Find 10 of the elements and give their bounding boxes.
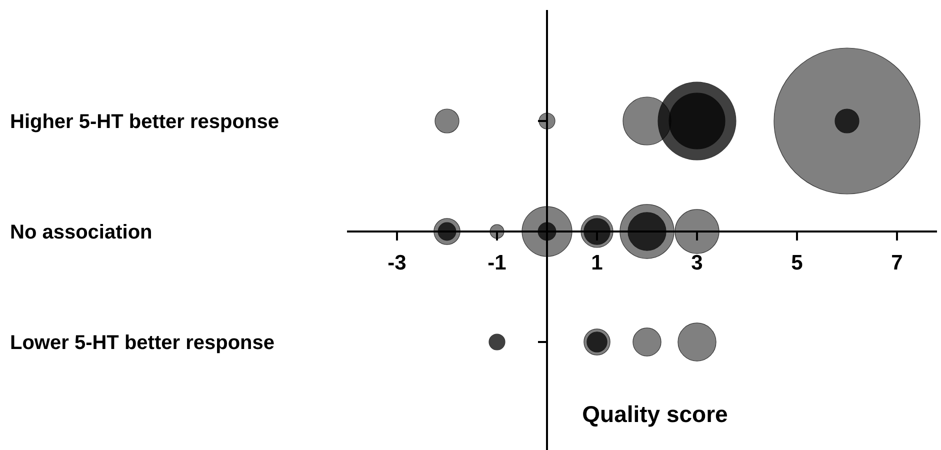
y-tick-label: No association xyxy=(10,222,152,244)
x-tick-label: 1 xyxy=(591,252,604,274)
x-tick-label: -1 xyxy=(488,252,507,274)
y-tick-label: Lower 5-HT better response xyxy=(10,332,275,354)
x-tick-label: 7 xyxy=(891,252,903,274)
y-tick-label: Higher 5-HT better response xyxy=(10,111,279,133)
x-tick-label: -3 xyxy=(388,252,406,274)
x-tick-label: 5 xyxy=(791,252,804,274)
x-axis-title: Quality score xyxy=(582,401,728,427)
x-tick-label: 3 xyxy=(691,252,703,274)
